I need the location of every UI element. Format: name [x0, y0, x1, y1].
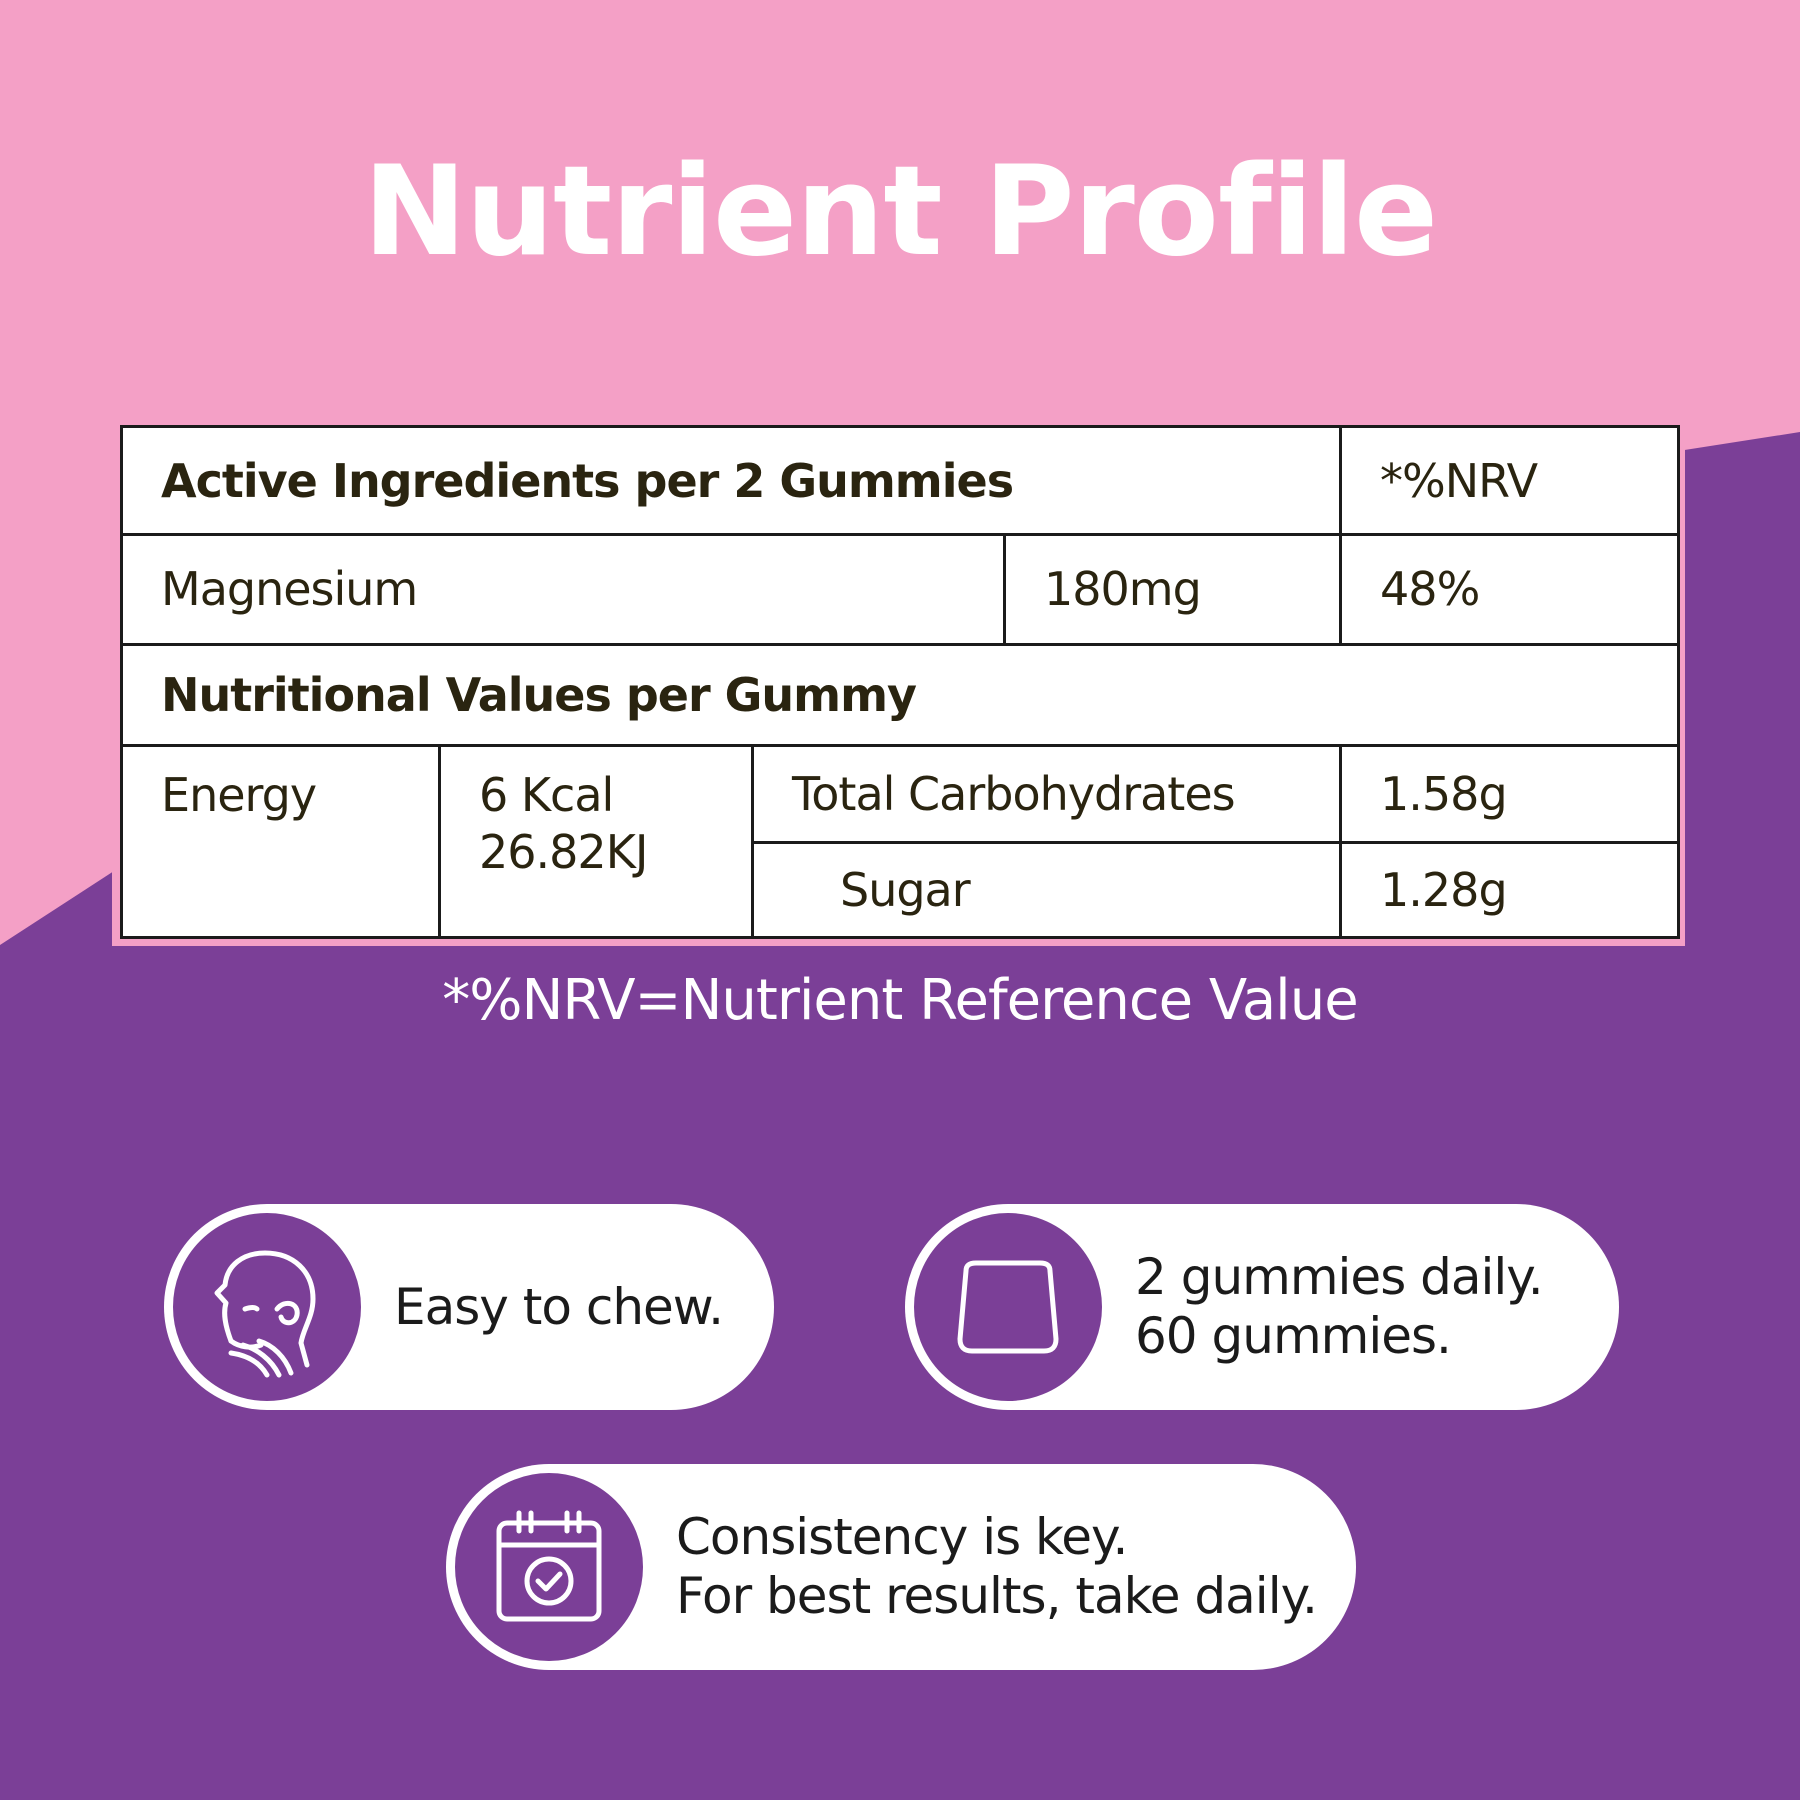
- feature-text: Easy to chew.: [394, 1204, 724, 1410]
- table-row: Active Ingredients per 2 Gummies *%NRV: [119, 424, 1681, 537]
- feature-line: 60 gummies.: [1135, 1307, 1452, 1365]
- sugar-value: 1.28g: [1339, 840, 1681, 940]
- energy-kj: 26.82KJ: [479, 825, 648, 880]
- nrv-footnote: *%NRV=Nutrient Reference Value: [442, 968, 1358, 1033]
- nutritional-values-header: Nutritional Values per Gummy: [119, 642, 1681, 747]
- energy-value: 6 Kcal 26.82KJ: [438, 743, 754, 940]
- magnesium-label: Magnesium: [120, 533, 1006, 646]
- calendar-check-icon: [451, 1469, 647, 1665]
- feature-line: Consistency is key.: [676, 1508, 1128, 1566]
- face-chew-icon: [169, 1209, 365, 1405]
- nutrition-table-frame: Active Ingredients per 2 Gummies *%NRV M…: [112, 420, 1685, 946]
- feature-line: For best results, take daily.: [676, 1567, 1318, 1625]
- carbohydrates-value: 1.58g: [1339, 743, 1681, 844]
- gummy-icon: [910, 1209, 1106, 1405]
- feature-dosage: 2 gummies daily. 60 gummies.: [905, 1204, 1619, 1410]
- feature-consistency: Consistency is key. For best results, ta…: [446, 1464, 1356, 1670]
- nrv-header: *%NRV: [1339, 424, 1681, 537]
- energy-kcal: 6 Kcal: [479, 767, 614, 822]
- magnesium-amount: 180mg: [1002, 533, 1343, 646]
- carbohydrates-label: Total Carbohydrates: [750, 743, 1343, 844]
- nutrition-table: Active Ingredients per 2 Gummies *%NRV M…: [119, 424, 1681, 940]
- feature-line: Easy to chew.: [394, 1277, 724, 1336]
- sugar-label: Sugar: [750, 840, 1343, 940]
- page-title: Nutrient Profile: [362, 140, 1438, 284]
- table-row: Nutritional Values per Gummy: [119, 642, 1681, 747]
- table-row: Sugar 1.28g: [122, 840, 1681, 940]
- table-row: Magnesium 180mg 48%: [120, 533, 1681, 646]
- active-ingredients-header: Active Ingredients per 2 Gummies: [119, 424, 1343, 537]
- energy-label: Energy: [120, 743, 441, 940]
- feature-easy-to-chew: Easy to chew.: [164, 1204, 774, 1410]
- feature-text: 2 gummies daily. 60 gummies.: [1135, 1204, 1544, 1410]
- feature-text: Consistency is key. For best results, ta…: [676, 1464, 1318, 1670]
- feature-line: 2 gummies daily.: [1135, 1248, 1544, 1306]
- magnesium-nrv: 48%: [1339, 533, 1681, 646]
- table-row: Energy 6 Kcal 26.82KJ Total Carbohydrate…: [120, 743, 1681, 940]
